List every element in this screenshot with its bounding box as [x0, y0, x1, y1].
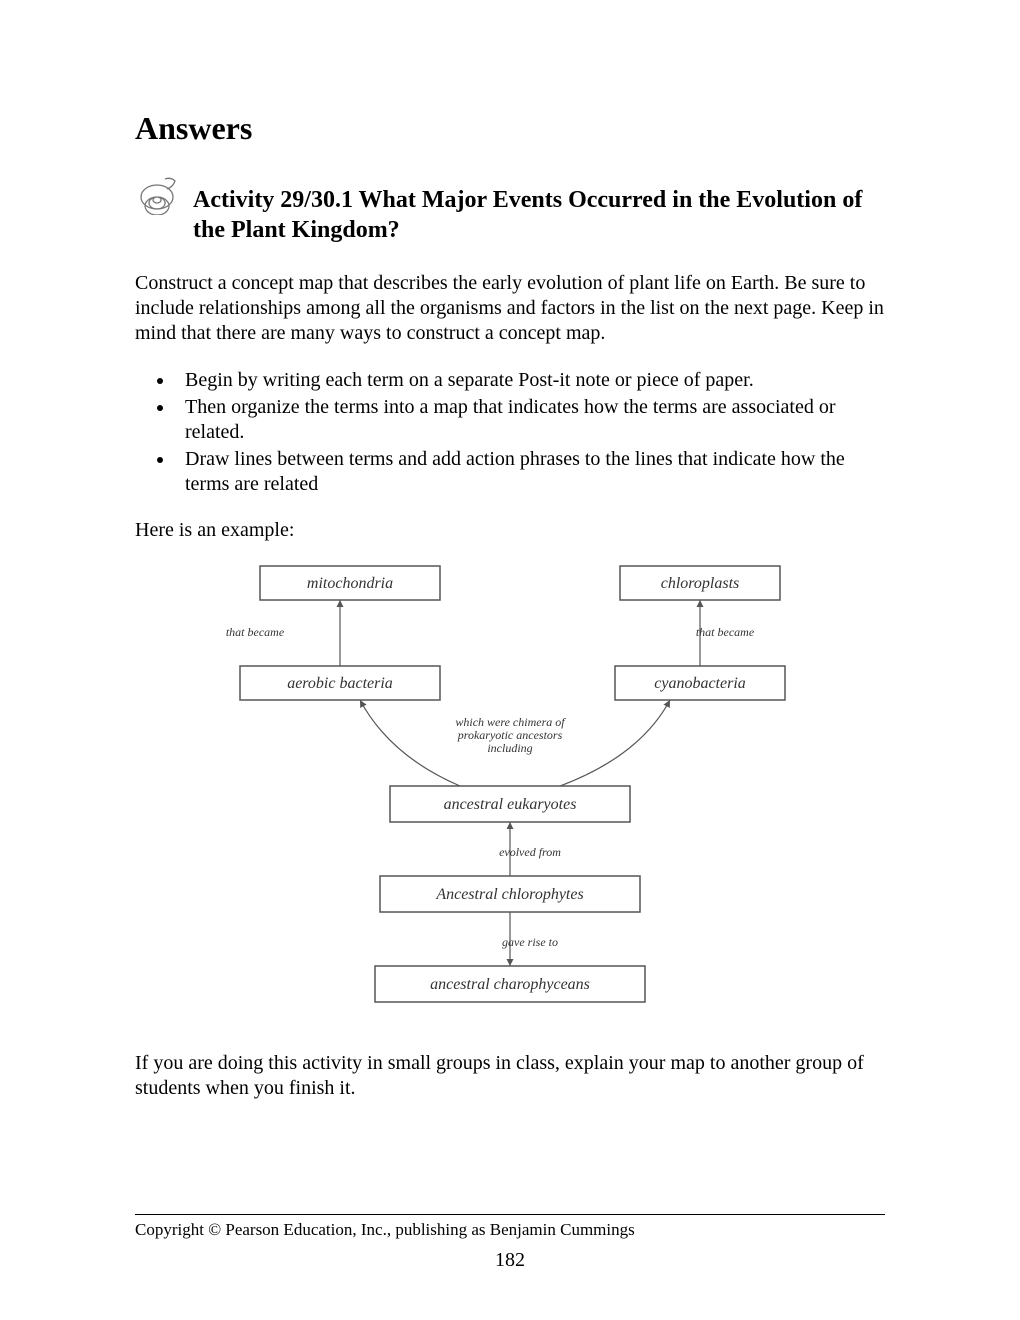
svg-text:that became: that became: [696, 625, 755, 639]
svg-text:gave rise to: gave rise to: [502, 935, 558, 949]
svg-text:mitochondria: mitochondria: [307, 575, 393, 592]
list-item: Then organize the terms into a map that …: [175, 395, 885, 445]
intro-paragraph: Construct a concept map that describes t…: [135, 271, 885, 346]
svg-text:ancestral eukaryotes: ancestral eukaryotes: [444, 796, 577, 813]
page-number: 182: [0, 1249, 1020, 1272]
svg-text:ancestral charophyceans: ancestral charophyceans: [430, 976, 590, 993]
bullet-list: Begin by writing each term on a separate…: [135, 368, 885, 497]
example-lead: Here is an example:: [135, 519, 885, 542]
copyright: Copyright © Pearson Education, Inc., pub…: [135, 1220, 635, 1240]
svg-text:chloroplasts: chloroplasts: [661, 575, 740, 592]
svg-text:Ancestral chlorophytes: Ancestral chlorophytes: [435, 886, 583, 903]
svg-text:cyanobacteria: cyanobacteria: [654, 675, 746, 692]
svg-text:which were chimera of: which were chimera of: [455, 715, 566, 729]
svg-text:prokaryotic ancestors: prokaryotic ancestors: [457, 728, 563, 742]
svg-text:evolved from: evolved from: [499, 845, 561, 859]
activity-header: Activity 29/30.1 What Major Events Occur…: [135, 167, 885, 245]
fossil-icon: [135, 167, 183, 215]
svg-text:including: including: [487, 741, 532, 755]
closing-paragraph: If you are doing this activity in small …: [135, 1051, 885, 1101]
list-item: Draw lines between terms and add action …: [175, 447, 885, 497]
concept-map-diagram: that became that became which were chimera…: [200, 556, 820, 1011]
svg-text:aerobic bacteria: aerobic bacteria: [287, 675, 393, 692]
footer-rule: [135, 1214, 885, 1215]
activity-title: Activity 29/30.1 What Major Events Occur…: [193, 185, 885, 245]
page-title: Answers: [135, 110, 885, 147]
svg-text:that became: that became: [226, 625, 285, 639]
list-item: Begin by writing each term on a separate…: [175, 368, 885, 393]
